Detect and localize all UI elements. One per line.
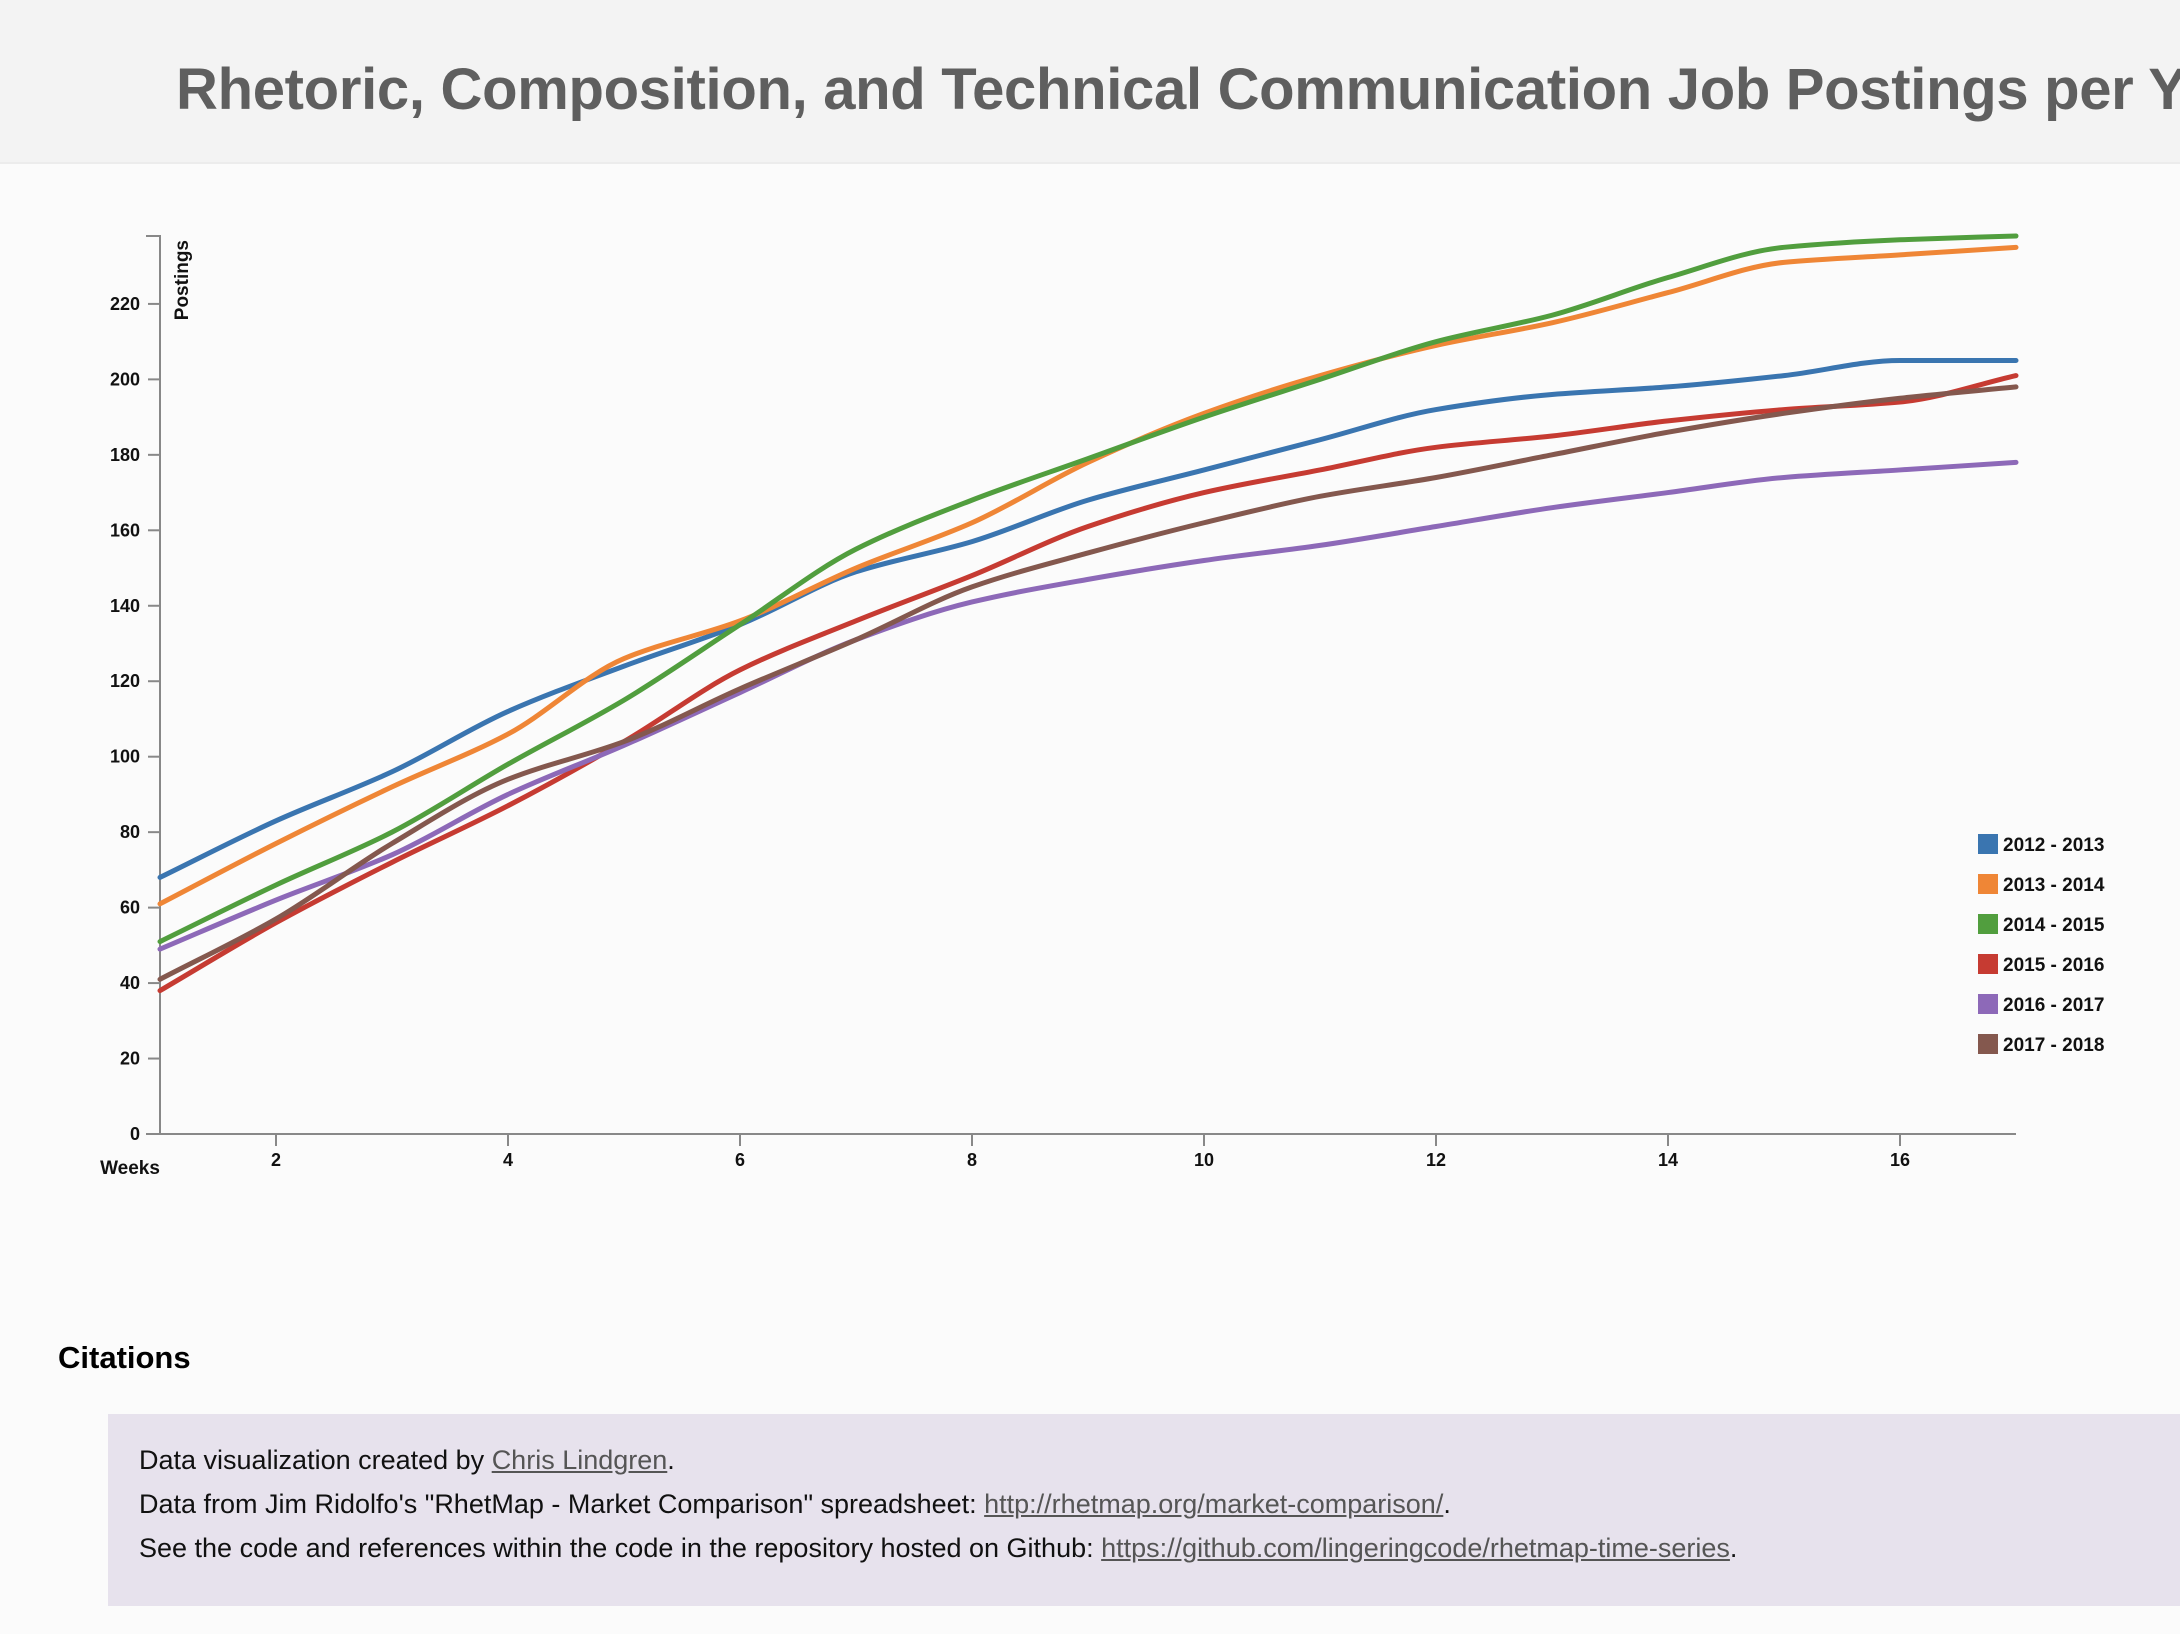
page-title: Rhetoric, Composition, and Technical Com… <box>176 57 2180 122</box>
x-tick-label: 12 <box>1426 1150 1446 1170</box>
legend-label: 2013 - 2014 <box>2003 875 2105 896</box>
legend-label: 2017 - 2018 <box>2003 1035 2104 1056</box>
line-chart: 0 20 40 60 80 100 120 140 160 180 200 220 Postings 2… <box>100 233 2105 1179</box>
y-tick-label: 80 <box>120 822 140 842</box>
y-tick-label: 0 <box>130 1124 140 1144</box>
y-axis-title: Postings <box>172 240 193 320</box>
x-tick-label: 8 <box>967 1150 977 1170</box>
citation-author: Data visualization created by Chris Lind… <box>139 1444 2180 1477</box>
y-tick-label: 180 <box>110 445 140 465</box>
y-tick-label: 40 <box>120 973 140 993</box>
y-tick-label: 220 <box>110 294 140 314</box>
legend-label: 2012 - 2013 <box>2003 835 2104 856</box>
citation-data-prefix: Data from Jim Ridolfo's "RhetMap - Marke… <box>139 1489 985 1519</box>
page-header: Rhetoric, Composition, and Technical Com… <box>0 0 2180 164</box>
y-tick-label: 100 <box>110 747 140 767</box>
y-tick-label: 20 <box>120 1049 140 1069</box>
y-tick-label: 140 <box>110 596 140 616</box>
legend-swatch <box>1978 834 1998 854</box>
series-line-2014-2015 <box>157 233 2019 945</box>
series-line-2017-2018 <box>157 384 2019 982</box>
x-axis-title: Weeks <box>100 1158 160 1179</box>
legend-swatch <box>1978 874 1998 894</box>
x-axis: 2 4 6 8 10 12 14 16 Weeks <box>100 1133 2016 1179</box>
x-tick-label: 10 <box>1194 1150 1214 1170</box>
citation-data-suffix: . <box>1443 1489 1451 1519</box>
legend-swatch <box>1978 914 1998 934</box>
series-line-2016-2017 <box>157 459 2019 952</box>
x-tick-label: 2 <box>271 1150 281 1170</box>
citation-author-prefix: Data visualization created by <box>139 1445 492 1475</box>
x-tick-label: 14 <box>1658 1150 1678 1170</box>
x-tick-label: 16 <box>1890 1150 1910 1170</box>
citations-box: Data visualization created by Chris Lind… <box>108 1414 2180 1606</box>
y-tick-label: 160 <box>110 520 140 540</box>
x-tick-label: 4 <box>503 1150 513 1170</box>
author-link[interactable]: Chris Lindgren <box>491 1445 668 1475</box>
series-line-2015-2016 <box>157 373 2019 994</box>
legend-swatch <box>1978 994 1998 1014</box>
legend: 2012 - 2013 2013 - 2014 2014 - 2015 2015 - … <box>1978 834 2105 1056</box>
series-line-2013-2014 <box>157 244 2019 907</box>
legend-label: 2015 - 2016 <box>2003 955 2104 976</box>
citation-repo-prefix: See the code and references within the c… <box>139 1533 1102 1563</box>
y-axis-line <box>146 235 161 1135</box>
series-lines <box>157 233 2019 994</box>
citation-repo-suffix: . <box>1729 1533 1738 1563</box>
legend-label: 2016 - 2017 <box>2003 995 2104 1016</box>
repository-link[interactable]: https://github.com/lingeringcode/rhetmap… <box>1101 1533 1730 1563</box>
y-axis: 0 20 40 60 80 100 120 140 160 180 200 220 Postings <box>110 235 193 1144</box>
y-tick-label: 60 <box>120 898 140 918</box>
y-tick-label: 120 <box>110 671 140 691</box>
citation-data-source: Data from Jim Ridolfo's "RhetMap - Marke… <box>139 1488 2180 1521</box>
series-line-2012-2013 <box>157 358 2019 880</box>
data-source-link[interactable]: http://rhetmap.org/market-comparison/ <box>984 1489 1444 1519</box>
legend-label: 2014 - 2015 <box>2003 915 2105 936</box>
legend-swatch <box>1978 1034 1998 1054</box>
y-tick-label: 200 <box>110 369 140 389</box>
citations-heading: Citations <box>58 1340 191 1375</box>
citation-author-suffix: . <box>667 1445 675 1475</box>
citation-repository: See the code and references within the c… <box>139 1532 2180 1565</box>
legend-swatch <box>1978 954 1998 974</box>
x-tick-label: 6 <box>735 1150 745 1170</box>
